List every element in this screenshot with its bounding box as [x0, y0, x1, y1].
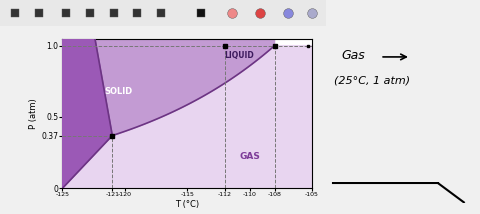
- Text: Gas: Gas: [342, 49, 365, 62]
- Text: SOLID: SOLID: [105, 87, 132, 96]
- X-axis label: T (°C): T (°C): [175, 200, 199, 209]
- Text: LIQUID: LIQUID: [225, 51, 254, 60]
- Polygon shape: [94, 31, 275, 135]
- Polygon shape: [62, 46, 312, 188]
- Y-axis label: P (atm): P (atm): [29, 98, 38, 129]
- Polygon shape: [62, 31, 112, 188]
- Text: (25°C, 1 atm): (25°C, 1 atm): [334, 76, 410, 86]
- Text: GAS: GAS: [239, 152, 260, 161]
